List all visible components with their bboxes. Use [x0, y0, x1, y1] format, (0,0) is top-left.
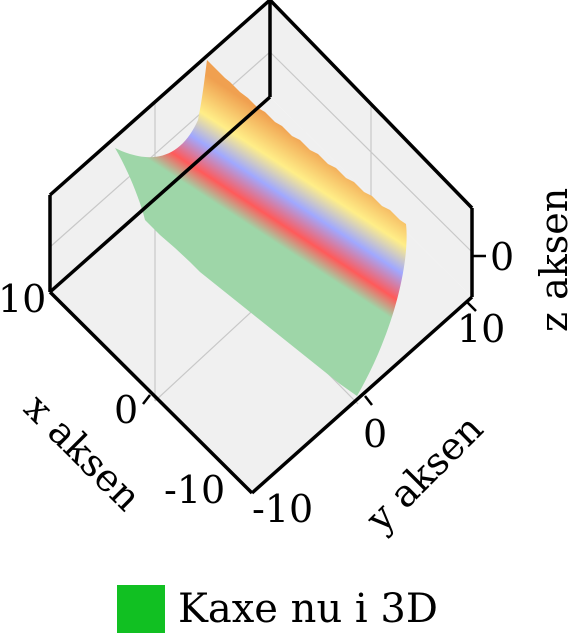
grid-line	[49, 51, 271, 248]
y-tick-label: 10	[457, 307, 505, 351]
box-edge	[268, 0, 474, 210]
z-tick-label: 0	[490, 235, 514, 279]
box-edge	[48, 290, 254, 495]
y-tick-mark	[466, 301, 477, 312]
legend-swatch	[117, 585, 165, 633]
z-axis-label: z aksen	[532, 188, 572, 332]
y-tick-label: -10	[252, 487, 313, 531]
x-tick-label: 10	[0, 277, 46, 321]
x-tick-mark	[142, 394, 151, 405]
tick-marks	[142, 254, 486, 406]
surface	[115, 60, 407, 396]
grid-line	[269, 51, 473, 253]
y-tick-label: 0	[363, 412, 387, 456]
box-edge	[48, 95, 272, 294]
box-edge	[48, 0, 272, 197]
y-tick-mark	[364, 395, 373, 406]
x-tick-label: -10	[164, 468, 225, 512]
surface-mesh	[115, 60, 407, 396]
tick-labels: 10 0 -10 -10 0 10 0	[0, 235, 514, 531]
legend: Kaxe nu i 3D	[117, 585, 438, 633]
box-edge	[250, 295, 474, 495]
x-tick-label: 0	[114, 388, 138, 432]
box-frame	[48, 0, 474, 495]
legend-label: Kaxe nu i 3D	[178, 586, 438, 632]
